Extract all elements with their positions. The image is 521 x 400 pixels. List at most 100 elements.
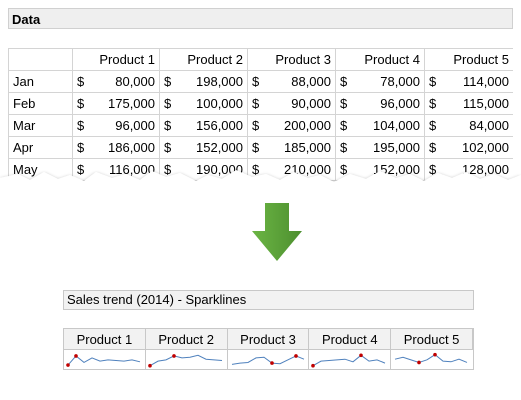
- amount: 80,000: [115, 74, 155, 89]
- currency-symbol: $: [429, 162, 437, 177]
- table-row: Jan $80,000 $198,000 $88,000 $78,000 $114,000: [8, 70, 513, 93]
- currency-symbol: $: [164, 118, 172, 133]
- torn-edge: [0, 170, 521, 210]
- sparkline-high-point: [293, 354, 298, 358]
- value-cell: $186,000: [72, 136, 160, 159]
- currency-symbol: $: [252, 162, 260, 177]
- sparkline-high-point: [359, 353, 364, 358]
- value-cell: $115,000: [424, 92, 513, 115]
- sparkline-cell: [391, 350, 473, 370]
- amount: 100,000: [196, 96, 243, 111]
- amount: 96,000: [115, 118, 155, 133]
- sparkline-chart: [66, 354, 141, 367]
- sparkline-cell: [228, 350, 310, 370]
- sparkline-header: Product 4: [309, 329, 392, 350]
- month-cell: Jan: [8, 70, 73, 93]
- amount: 186,000: [108, 140, 155, 155]
- value-cell: $185,000: [247, 136, 336, 159]
- data-table: Product 1 Product 2 Product 3 Product 4 …: [8, 48, 513, 181]
- sparkline-header: Product 1: [64, 329, 146, 350]
- value-cell: $96,000: [72, 114, 160, 137]
- sparkline-high-point: [74, 354, 78, 358]
- month-cell: Apr: [8, 136, 73, 159]
- sparkline-low-point: [417, 360, 421, 365]
- currency-symbol: $: [340, 140, 348, 155]
- value-cell: $175,000: [72, 92, 160, 115]
- currency-symbol: $: [77, 96, 85, 111]
- column-header: [8, 48, 73, 71]
- month-cell: Feb: [8, 92, 73, 115]
- amount: 198,000: [196, 74, 243, 89]
- sparkline-series: [231, 355, 304, 365]
- sparkline-high-point: [433, 352, 437, 357]
- sparkline-high-point: [171, 354, 176, 358]
- currency-symbol: $: [77, 118, 85, 133]
- amount: 152,000: [196, 140, 243, 155]
- column-header: Product 5: [424, 48, 513, 71]
- currency-symbol: $: [164, 162, 172, 177]
- value-cell: $195,000: [335, 136, 425, 159]
- amount: 200,000: [284, 118, 331, 133]
- value-cell: $100,000: [159, 92, 248, 115]
- sparkline-low-point: [269, 361, 274, 365]
- currency-symbol: $: [340, 96, 348, 111]
- value-cell: $198,000: [159, 70, 248, 93]
- value-cell: $96,000: [335, 92, 425, 115]
- amount: 96,000: [380, 96, 420, 111]
- currency-symbol: $: [164, 140, 172, 155]
- currency-symbol: $: [429, 74, 437, 89]
- sparkline-series: [395, 354, 468, 363]
- value-cell: $80,000: [72, 70, 160, 93]
- amount: 175,000: [108, 96, 155, 111]
- sparklines-title: Sales trend (2014) - Sparklines: [63, 290, 474, 310]
- sparklines-table: Product 1 Product 2 Product 3 Product 4 …: [63, 328, 474, 370]
- amount: 116,000: [108, 162, 155, 177]
- sparkline-cell: [64, 350, 146, 370]
- amount: 195,000: [373, 140, 420, 155]
- value-cell: $84,000: [424, 114, 513, 137]
- value-cell: $200,000: [247, 114, 336, 137]
- currency-symbol: $: [164, 96, 172, 111]
- currency-symbol: $: [429, 140, 437, 155]
- value-cell: $210,000: [247, 158, 336, 181]
- sparkline-series: [313, 354, 386, 367]
- currency-symbol: $: [429, 118, 437, 133]
- amount: 78,000: [380, 74, 420, 89]
- sparkline-series: [67, 355, 141, 366]
- currency-symbol: $: [77, 162, 85, 177]
- currency-symbol: $: [252, 96, 260, 111]
- table-row: Feb $175,000 $100,000 $90,000 $96,000 $115,00…: [8, 92, 513, 115]
- amount: 90,000: [291, 96, 331, 111]
- value-cell: $88,000: [247, 70, 336, 93]
- value-cell: $114,000: [424, 70, 513, 93]
- sparkline-header: Product 5: [391, 329, 473, 350]
- currency-symbol: $: [340, 74, 348, 89]
- sparkline-low-point: [147, 363, 152, 368]
- currency-symbol: $: [429, 96, 437, 111]
- amount: 104,000: [373, 118, 420, 133]
- data-table-container: Product 1 Product 2 Product 3 Product 4 …: [8, 48, 513, 188]
- currency-symbol: $: [252, 74, 260, 89]
- column-header: Product 1: [72, 48, 160, 71]
- currency-symbol: $: [340, 118, 348, 133]
- value-cell: $156,000: [159, 114, 248, 137]
- sparkline-chart: [395, 352, 468, 365]
- month-cell: Mar: [8, 114, 73, 137]
- sparkline-cell: [146, 350, 228, 370]
- sparkline-chart: [311, 353, 386, 368]
- amount: 114,000: [462, 74, 509, 89]
- value-cell: $78,000: [335, 70, 425, 93]
- value-cell: $104,000: [335, 114, 425, 137]
- column-header: Product 4: [335, 48, 425, 71]
- amount: 115,000: [462, 96, 509, 111]
- sparkline-low-point: [311, 363, 316, 368]
- table-header-row: Product 1 Product 2 Product 3 Product 4 …: [8, 48, 513, 71]
- column-header: Product 2: [159, 48, 248, 71]
- amount: 185,000: [284, 140, 331, 155]
- amount: 128,000: [462, 162, 509, 177]
- value-cell: $90,000: [247, 92, 336, 115]
- currency-symbol: $: [252, 118, 260, 133]
- currency-symbol: $: [164, 74, 172, 89]
- currency-symbol: $: [77, 74, 85, 89]
- currency-symbol: $: [252, 140, 260, 155]
